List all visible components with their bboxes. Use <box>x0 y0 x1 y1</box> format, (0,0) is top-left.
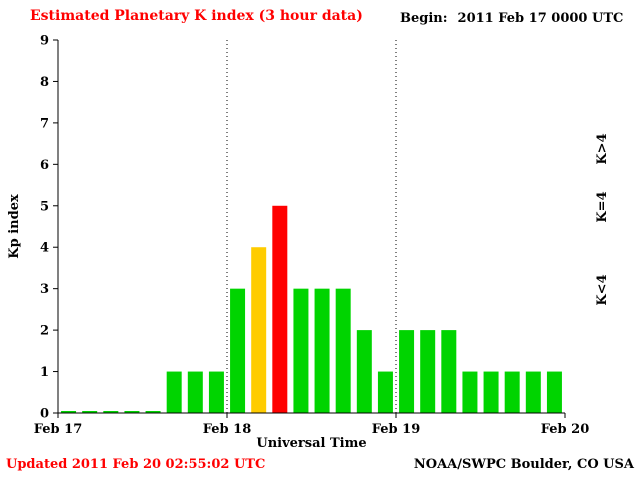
kp-bar <box>293 288 309 413</box>
x-tick-label: Feb 17 <box>34 422 83 437</box>
kp-bar <box>61 411 77 413</box>
kp-bar <box>251 247 267 413</box>
y-tick-label: 5 <box>40 199 49 214</box>
kp-bar <box>124 411 140 413</box>
legend-item: K=4 <box>595 191 610 222</box>
begin-label: Begin: <box>400 11 448 26</box>
y-tick-label: 2 <box>40 324 49 339</box>
kp-bar <box>420 330 436 413</box>
kp-bar <box>546 371 562 413</box>
kp-bar <box>504 371 520 413</box>
kp-bar <box>272 205 288 413</box>
y-axis-title: Kp index <box>7 194 22 259</box>
kp-bar <box>525 371 541 413</box>
kp-bar <box>356 330 372 413</box>
kp-bar <box>166 371 182 413</box>
x-tick-label: Feb 20 <box>541 422 590 437</box>
x-tick-label: Feb 18 <box>203 422 252 437</box>
kp-bar <box>483 371 499 413</box>
updated-timestamp: Updated 2011 Feb 20 02:55:02 UTC <box>6 457 266 472</box>
kp-bar <box>335 288 351 413</box>
kp-bar <box>314 288 330 413</box>
y-tick-label: 8 <box>40 75 49 90</box>
kp-bar <box>103 411 119 413</box>
kp-bar <box>462 371 478 413</box>
y-tick-label: 1 <box>40 365 49 380</box>
source-attribution: NOAA/SWPC Boulder, CO USA <box>413 457 634 472</box>
y-tick-label: 7 <box>40 116 49 131</box>
chart-title: Estimated Planetary K index (3 hour data… <box>30 8 363 24</box>
kp-bar <box>441 330 457 413</box>
kp-bar <box>82 411 98 413</box>
begin-value: 2011 Feb 17 0000 UTC <box>457 11 624 26</box>
y-tick-label: 6 <box>40 158 49 173</box>
y-tick-label: 0 <box>40 407 49 422</box>
y-tick-label: 3 <box>40 282 49 297</box>
y-tick-label: 9 <box>40 34 49 49</box>
x-tick-label: Feb 19 <box>372 422 421 437</box>
kp-bar <box>377 371 393 413</box>
kp-bar <box>230 288 246 413</box>
kp-bar <box>145 411 161 413</box>
kp-bar <box>187 371 203 413</box>
kp-bar <box>208 371 224 413</box>
kp-bar <box>399 330 415 413</box>
y-tick-label: 4 <box>40 241 49 256</box>
legend-item: K>4 <box>595 133 610 164</box>
x-axis-title: Universal Time <box>256 436 366 451</box>
legend-item: K<4 <box>595 274 610 305</box>
begin-timestamp: Begin: 2011 Feb 17 0000 UTC <box>400 11 623 26</box>
